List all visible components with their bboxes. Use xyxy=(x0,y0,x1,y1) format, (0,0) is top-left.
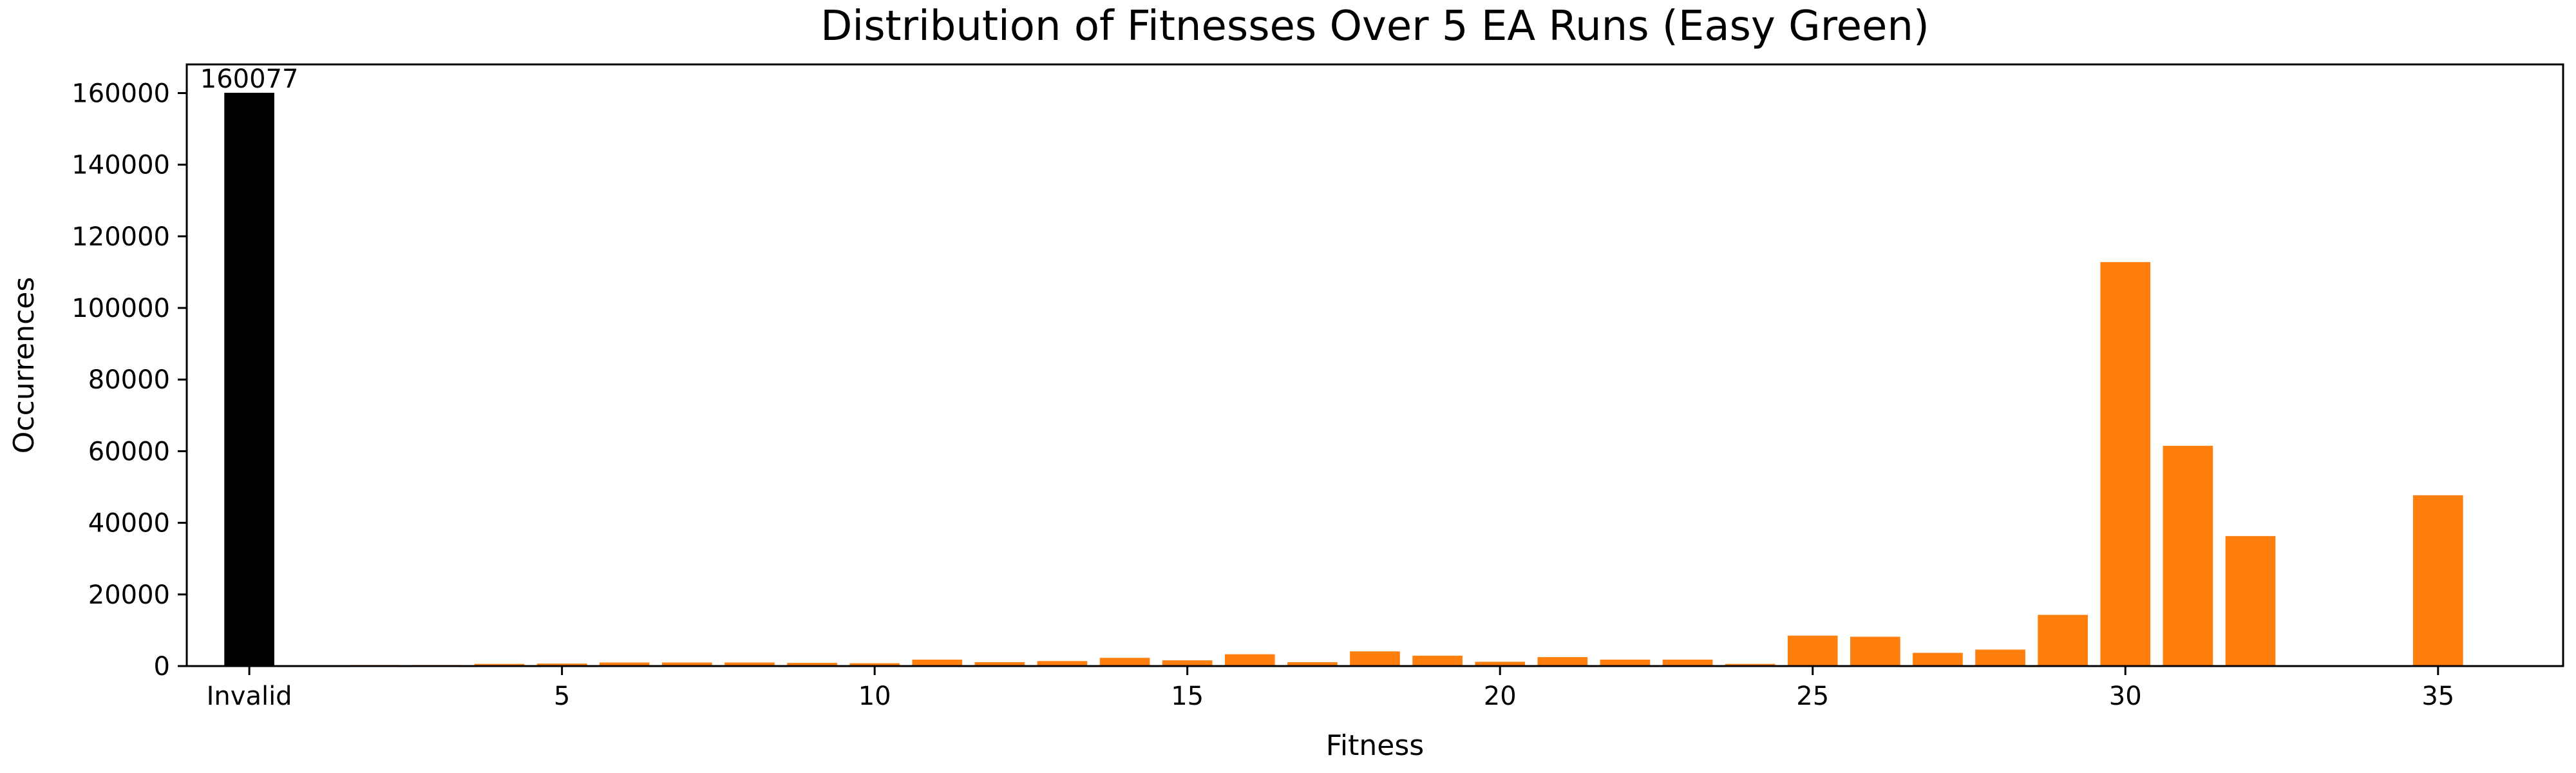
x-tick-label: 30 xyxy=(2109,682,2142,711)
x-tick-label: 20 xyxy=(1484,682,1517,711)
bar-fitness-7 xyxy=(662,662,712,666)
bar-fitness-35 xyxy=(2412,495,2463,666)
bar-fitness-25 xyxy=(1787,635,1838,666)
bar-fitness-23 xyxy=(1662,659,1713,666)
bar-fitness-20 xyxy=(1475,662,1526,666)
bar-fitness-9 xyxy=(787,662,837,666)
x-tick-label: 5 xyxy=(554,682,570,711)
bar-fitness-26 xyxy=(1850,636,1900,666)
y-tick-label: 80000 xyxy=(88,365,170,395)
y-tick-label: 40000 xyxy=(88,509,170,539)
bar-fitness-12 xyxy=(974,662,1025,666)
x-tick-label: 15 xyxy=(1171,682,1204,711)
bar-invalid xyxy=(224,93,274,667)
bar-fitness-10 xyxy=(849,663,900,666)
y-tick-label: 20000 xyxy=(88,580,170,610)
bar-fitness-22 xyxy=(1600,659,1651,666)
bar-fitness-5 xyxy=(536,663,587,666)
bar-fitness-15 xyxy=(1162,660,1213,666)
x-tick-label: 10 xyxy=(858,682,891,711)
bar-fitness-14 xyxy=(1099,658,1150,666)
bar-fitness-17 xyxy=(1287,662,1338,666)
y-axis: 0 20000 40000 60000 80000 100000 120000 140000 1… xyxy=(71,79,187,682)
bars-layer: 160077 xyxy=(200,64,2463,667)
chart-title: Distribution of Fitnesses Over 5 EA Runs… xyxy=(820,3,1929,50)
bar-fitness-19 xyxy=(1412,655,1463,666)
y-tick-label: 160000 xyxy=(71,79,170,108)
bar-fitness-24 xyxy=(1725,663,1776,666)
bar-fitness-32 xyxy=(2225,536,2276,666)
y-axis-label: Occurrences xyxy=(8,277,41,453)
y-tick-label: 120000 xyxy=(71,222,170,252)
bar-fitness-8 xyxy=(724,662,775,666)
bar-fitness-21 xyxy=(1537,657,1588,666)
y-tick-label: 100000 xyxy=(71,294,170,323)
x-tick-label: 25 xyxy=(1796,682,1829,711)
bar-fitness-27 xyxy=(1913,653,1963,666)
bar-fitness-31 xyxy=(2163,446,2213,666)
y-tick-label: 0 xyxy=(154,652,170,682)
x-tick-label: 35 xyxy=(2421,682,2454,711)
bar-fitness-4 xyxy=(474,663,525,666)
bar-fitness-18 xyxy=(1350,651,1400,666)
bar-fitness-29 xyxy=(2038,615,2088,666)
x-axis: Invalid 5 10 15 20 25 30 35 xyxy=(207,666,2454,711)
y-tick-label: 60000 xyxy=(88,437,170,466)
x-axis-label: Fitness xyxy=(1326,729,1424,762)
bar-fitness-16 xyxy=(1224,654,1275,666)
bar-fitness-30 xyxy=(2100,262,2151,666)
bar-fitness-28 xyxy=(1975,649,2025,666)
bar-fitness-13 xyxy=(1037,661,1088,666)
x-tick-label: Invalid xyxy=(207,682,292,711)
y-tick-label: 140000 xyxy=(71,151,170,180)
bar-fitness-6 xyxy=(599,662,650,666)
data-label-invalid: 160077 xyxy=(200,64,299,94)
bar-fitness-11 xyxy=(912,659,963,666)
plot-frame xyxy=(185,63,2564,667)
